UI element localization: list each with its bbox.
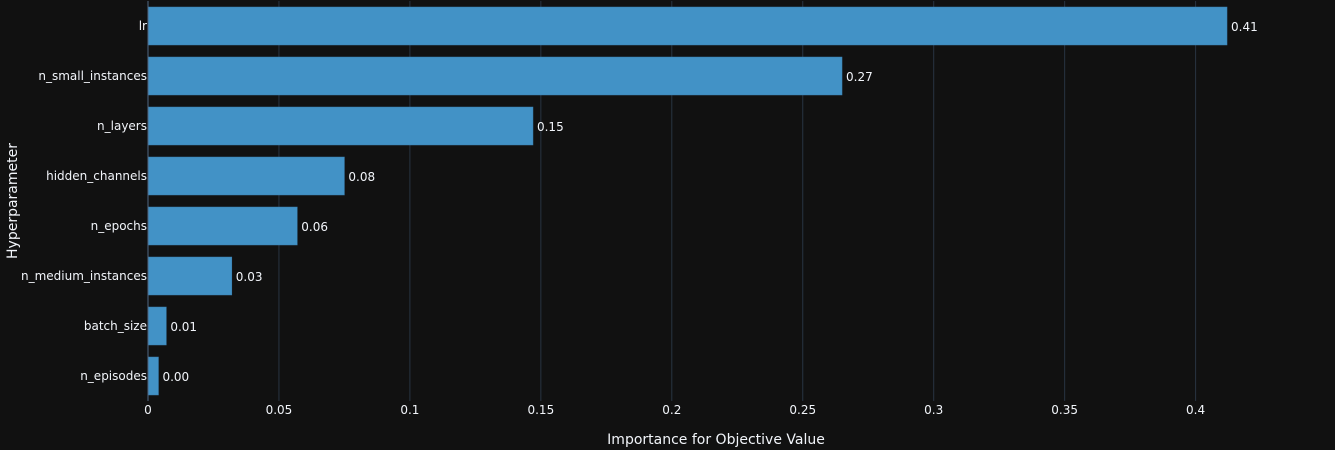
x-axis-title: Importance for Objective Value — [607, 432, 825, 448]
y-axis-title: Hyperparameter — [5, 143, 21, 259]
bar — [147, 206, 298, 246]
label-layer: 0.41 0.27 0.15 0.08 0.06 0.03 0.01 0.00 — [162, 20, 1257, 384]
bar — [147, 106, 534, 146]
y-tick-label: n_episodes — [80, 369, 147, 383]
bar-value-label: 0.08 — [348, 170, 375, 184]
x-tick-label: 0.15 — [527, 403, 554, 417]
bar-value-label: 0.27 — [846, 70, 873, 84]
y-tick-label: batch_size — [84, 319, 147, 333]
bar — [147, 156, 345, 196]
bar-value-label: 0.00 — [162, 370, 189, 384]
x-tick-label: 0.35 — [1051, 403, 1078, 417]
bar — [147, 306, 167, 346]
y-tick-label: n_medium_instances — [21, 269, 147, 283]
bar-value-label: 0.41 — [1231, 20, 1258, 34]
bar — [147, 6, 1228, 46]
x-tick-label: 0.05 — [266, 403, 293, 417]
x-tick-label: 0.25 — [789, 403, 816, 417]
bar-value-label: 0.03 — [236, 270, 263, 284]
x-tick-label: 0 — [144, 403, 152, 417]
y-tick-label: lr — [139, 19, 147, 33]
bar-value-label: 0.15 — [537, 120, 564, 134]
bar — [147, 256, 233, 296]
bar — [147, 356, 159, 396]
bar-value-label: 0.06 — [301, 220, 328, 234]
y-tick-label: n_epochs — [91, 219, 147, 233]
x-tick-label: 0.3 — [924, 403, 943, 417]
bar-layer — [147, 6, 1228, 396]
y-tick-label: n_small_instances — [38, 69, 147, 83]
bar — [147, 56, 843, 96]
y-tick-label: n_layers — [97, 119, 147, 133]
x-tick-label: 0.4 — [1186, 403, 1205, 417]
x-tick-label: 0.1 — [400, 403, 419, 417]
y-tick-label: hidden_channels — [46, 169, 147, 183]
bar-value-label: 0.01 — [170, 320, 197, 334]
axis-layer: 0 0.05 0.1 0.15 0.2 0.25 0.3 0.35 0.4 lr n_small_i… — [21, 1, 1205, 417]
x-tick-label: 0.2 — [662, 403, 681, 417]
